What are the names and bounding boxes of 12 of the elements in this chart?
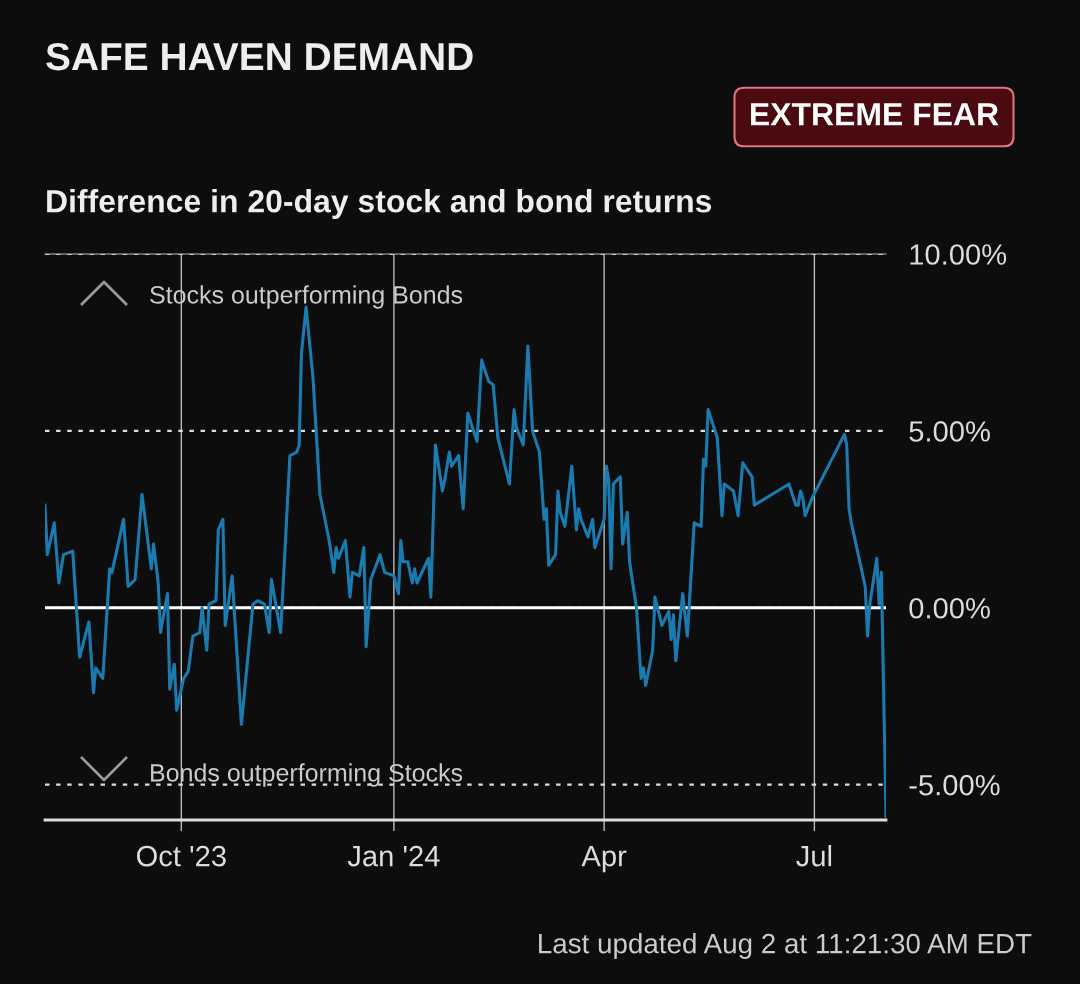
chart-subtitle: Difference in 20-day stock and bond returns xyxy=(47,189,712,219)
chart-title: SAFE HAVEN DEMAND xyxy=(46,42,473,71)
x-tick-label: Jan '24 xyxy=(347,845,440,867)
text: Last updated Aug 2 at 11:21:30 AM EDT xyxy=(539,933,1032,959)
y-tick-label: 0.00% xyxy=(909,597,990,619)
x-tick-label: Oct '23 xyxy=(136,845,226,867)
y-tick-label: -5.00% xyxy=(909,774,1000,796)
y-tick-label: 5.00% xyxy=(909,421,990,442)
x-tick-label: Jul xyxy=(796,845,832,867)
x-tick-label: Apr xyxy=(581,846,627,873)
text: EXTREME FEAR xyxy=(751,103,999,126)
y-tick-label: 10.00% xyxy=(910,244,1007,265)
